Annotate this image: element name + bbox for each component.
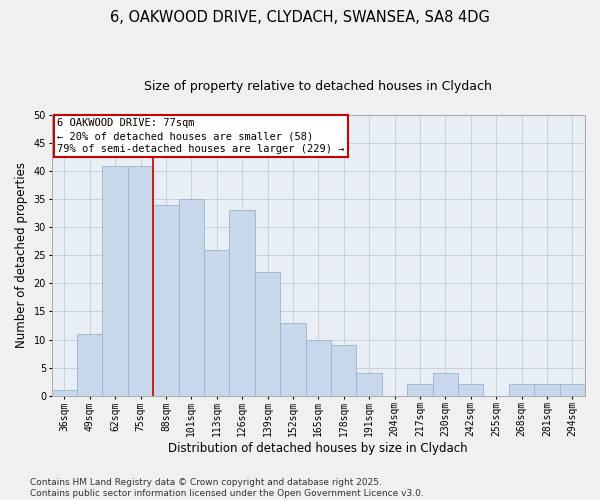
Bar <box>356 373 382 396</box>
Bar <box>103 166 128 396</box>
Bar <box>204 250 229 396</box>
Text: 6 OAKWOOD DRIVE: 77sqm
← 20% of detached houses are smaller (58)
79% of semi-det: 6 OAKWOOD DRIVE: 77sqm ← 20% of detached… <box>57 118 344 154</box>
Bar <box>52 390 77 396</box>
Bar <box>128 166 153 396</box>
Bar <box>305 340 331 396</box>
Bar <box>229 210 255 396</box>
Bar <box>534 384 560 396</box>
Text: 6, OAKWOOD DRIVE, CLYDACH, SWANSEA, SA8 4DG: 6, OAKWOOD DRIVE, CLYDACH, SWANSEA, SA8 … <box>110 10 490 25</box>
Bar <box>179 199 204 396</box>
Bar <box>331 345 356 396</box>
Text: Contains HM Land Registry data © Crown copyright and database right 2025.
Contai: Contains HM Land Registry data © Crown c… <box>30 478 424 498</box>
Bar <box>153 205 179 396</box>
X-axis label: Distribution of detached houses by size in Clydach: Distribution of detached houses by size … <box>169 442 468 455</box>
Bar <box>255 272 280 396</box>
Y-axis label: Number of detached properties: Number of detached properties <box>15 162 28 348</box>
Title: Size of property relative to detached houses in Clydach: Size of property relative to detached ho… <box>145 80 492 93</box>
Bar <box>407 384 433 396</box>
Bar <box>280 322 305 396</box>
Bar <box>433 373 458 396</box>
Bar <box>77 334 103 396</box>
Bar <box>560 384 585 396</box>
Bar <box>458 384 484 396</box>
Bar <box>509 384 534 396</box>
